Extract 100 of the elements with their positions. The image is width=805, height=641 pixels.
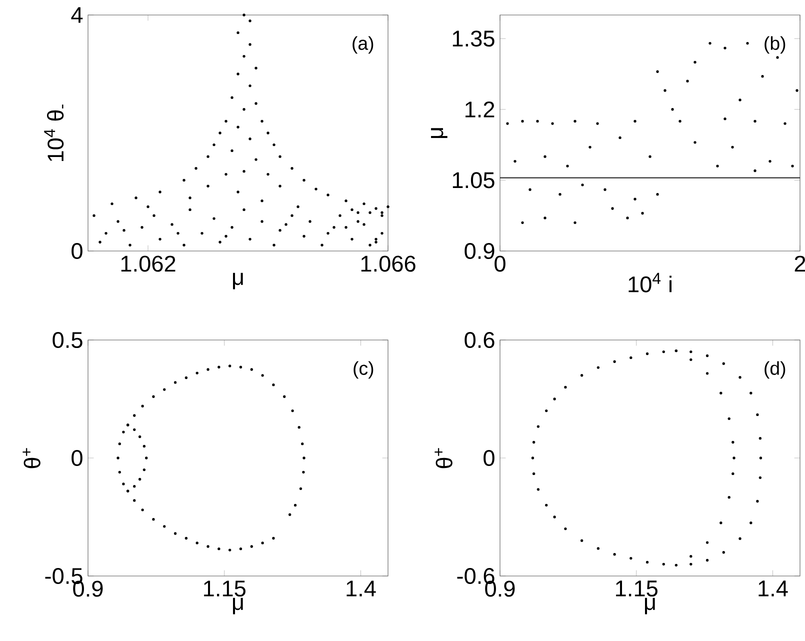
- point: [756, 413, 759, 416]
- point: [163, 525, 166, 528]
- point: [118, 470, 121, 474]
- point: [618, 136, 622, 140]
- point: [544, 216, 546, 220]
- point: [298, 426, 300, 429]
- point: [301, 442, 304, 446]
- x-tick-label: 1.062: [121, 256, 176, 272]
- point: [720, 522, 722, 524]
- point: [738, 98, 742, 102]
- point: [674, 564, 678, 566]
- point: [724, 46, 726, 50]
- point: [133, 499, 136, 502]
- y-tick-label: 1.2: [466, 101, 494, 118]
- point: [738, 376, 742, 379]
- point: [694, 60, 696, 64]
- y-tick-label: 0: [484, 450, 494, 466]
- y-tick-label: 0: [72, 450, 82, 466]
- point: [294, 504, 297, 507]
- point: [768, 160, 772, 163]
- point: [288, 513, 292, 516]
- point: [613, 360, 616, 363]
- point: [630, 356, 632, 360]
- point: [588, 146, 592, 148]
- point: [722, 362, 725, 365]
- point: [272, 383, 275, 386]
- point: [133, 484, 136, 488]
- point: [122, 430, 125, 434]
- point: [272, 536, 275, 540]
- point: [218, 366, 220, 368]
- point: [596, 122, 599, 125]
- x-tick-label: 1.4: [346, 580, 376, 596]
- point: [574, 120, 576, 123]
- point: [574, 221, 576, 224]
- y-axis-title: θ$^{+}$: [22, 448, 40, 468]
- point: [690, 554, 692, 558]
- point: [228, 364, 232, 368]
- point: [521, 120, 524, 123]
- point: [142, 444, 146, 448]
- point: [732, 440, 734, 444]
- point: [690, 350, 692, 354]
- point: [218, 548, 220, 550]
- point: [536, 488, 540, 491]
- point: [564, 527, 567, 530]
- point: [706, 558, 709, 562]
- point: [122, 482, 125, 486]
- point: [184, 376, 188, 380]
- point: [126, 490, 130, 492]
- point: [558, 193, 562, 196]
- point: [133, 428, 136, 432]
- point: [706, 354, 709, 358]
- point: [163, 388, 166, 391]
- point: [506, 122, 509, 125]
- point: [731, 146, 734, 148]
- point: [299, 487, 302, 490]
- point: [604, 188, 606, 191]
- point: [174, 532, 177, 535]
- point: [545, 504, 548, 507]
- point: [174, 381, 177, 384]
- point: [662, 350, 665, 354]
- y-tick-label: 0.9: [464, 242, 494, 260]
- point: [544, 155, 546, 158]
- point: [545, 409, 548, 412]
- x-tick-label: 1.4: [758, 580, 788, 596]
- x-tick-label: 1.15: [204, 580, 246, 597]
- point: [536, 425, 540, 428]
- point: [283, 395, 286, 398]
- point: [648, 155, 652, 158]
- point: [732, 472, 734, 476]
- point: [126, 424, 130, 426]
- point: [662, 562, 665, 566]
- point: [750, 392, 752, 394]
- point: [613, 553, 616, 556]
- point: [228, 548, 232, 552]
- point: [738, 537, 742, 540]
- point: [694, 141, 696, 144]
- annotation: (a): [352, 36, 374, 54]
- point: [716, 164, 719, 168]
- y-tick-label: 0: [72, 242, 82, 260]
- y-axis-title: μ: [431, 128, 448, 138]
- point: [302, 470, 305, 474]
- point: [532, 472, 536, 476]
- point: [138, 435, 142, 438]
- point: [141, 404, 144, 408]
- point: [671, 108, 674, 111]
- point: [754, 169, 756, 172]
- point: [580, 539, 584, 542]
- x-tick-label: 0: [494, 256, 506, 272]
- point: [596, 366, 600, 369]
- point: [706, 372, 709, 375]
- point: [690, 562, 692, 566]
- x-tick-label: 2: [794, 256, 805, 272]
- point: [732, 456, 736, 460]
- point: [142, 468, 146, 472]
- point: [758, 436, 762, 440]
- point: [791, 164, 794, 168]
- point: [145, 456, 148, 460]
- point: [611, 207, 614, 210]
- point: [720, 392, 722, 394]
- x-tick-label: 1.066: [361, 256, 416, 272]
